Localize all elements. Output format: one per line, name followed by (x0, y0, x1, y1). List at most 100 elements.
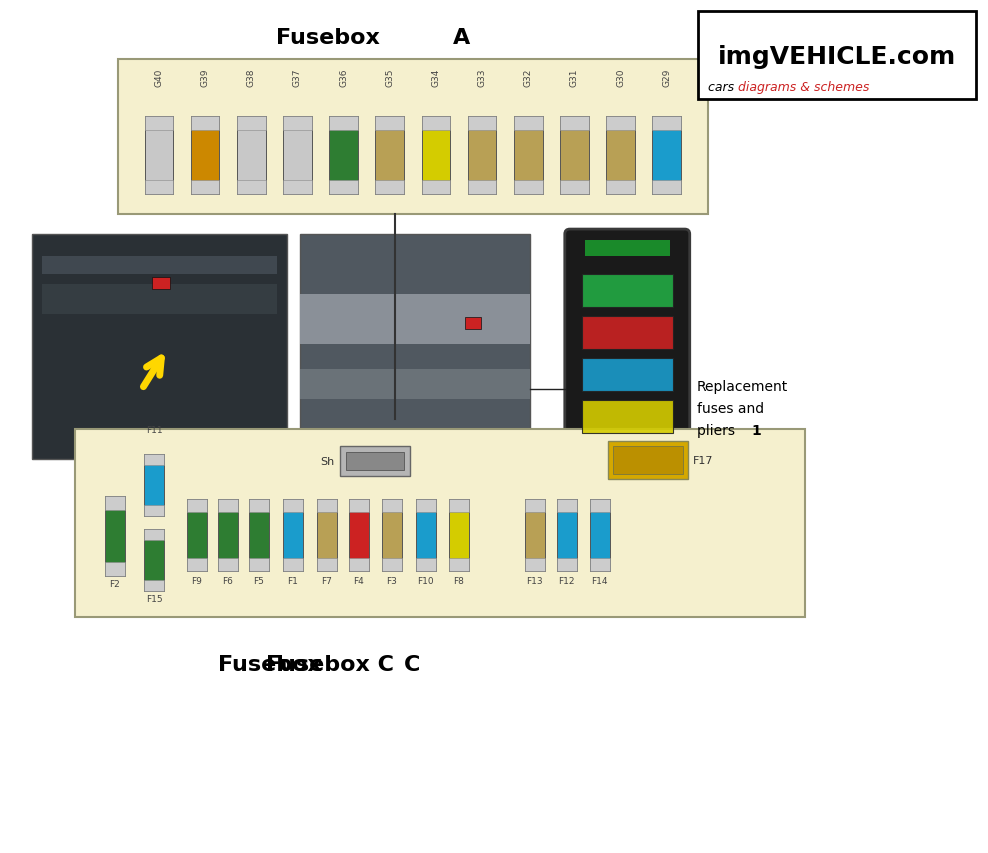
Bar (283, 559, 303, 572)
Bar (187, 499, 206, 572)
Text: Fusebox: Fusebox (218, 654, 330, 674)
Text: A: A (453, 28, 470, 48)
Bar (582, 358, 673, 392)
Bar (557, 499, 577, 513)
Bar (467, 117, 496, 131)
Text: F17: F17 (693, 456, 713, 466)
Text: G39: G39 (201, 68, 209, 86)
Bar (607, 117, 635, 131)
Text: G34: G34 (432, 68, 441, 86)
Bar (144, 530, 164, 541)
Bar (105, 562, 124, 577)
Bar (284, 117, 312, 131)
Bar (218, 499, 238, 572)
Bar (144, 505, 164, 516)
Bar (560, 117, 589, 131)
Bar (349, 499, 369, 572)
Text: G30: G30 (616, 68, 625, 86)
Bar (416, 559, 436, 572)
Text: F4: F4 (354, 577, 365, 585)
Bar (613, 446, 683, 474)
Bar (449, 499, 469, 572)
Bar (525, 499, 544, 572)
Bar (349, 499, 369, 513)
Text: F9: F9 (192, 577, 203, 585)
Bar (237, 181, 266, 195)
Text: cars: cars (707, 80, 738, 94)
Bar (249, 499, 269, 572)
Text: G31: G31 (570, 68, 579, 86)
Bar (105, 496, 124, 511)
Text: G36: G36 (339, 68, 348, 86)
Bar (422, 117, 451, 131)
Bar (118, 60, 707, 215)
Bar (317, 499, 337, 572)
Bar (187, 559, 206, 572)
Bar (449, 559, 469, 572)
Bar (375, 117, 404, 195)
Bar (284, 117, 312, 195)
Bar (449, 499, 469, 513)
Bar (329, 117, 358, 195)
Bar (464, 317, 481, 329)
Bar (652, 117, 681, 131)
Bar (560, 117, 589, 195)
Bar (41, 257, 277, 275)
Bar (608, 442, 688, 479)
Bar (349, 559, 369, 572)
Bar (284, 181, 312, 195)
Text: F10: F10 (418, 577, 434, 585)
Bar (75, 430, 804, 618)
Bar (340, 446, 410, 477)
Bar (346, 452, 404, 471)
Text: F7: F7 (321, 577, 332, 585)
Bar (590, 559, 610, 572)
Bar (375, 181, 404, 195)
Bar (422, 117, 451, 195)
Text: F13: F13 (527, 577, 543, 585)
Bar (144, 117, 173, 131)
Bar (514, 117, 542, 195)
Bar (144, 181, 173, 195)
Text: Sh: Sh (321, 456, 335, 467)
Bar (105, 496, 124, 577)
Bar (144, 530, 164, 591)
Text: F8: F8 (453, 577, 464, 585)
Bar (381, 499, 402, 572)
Bar (317, 559, 337, 572)
Bar (422, 181, 451, 195)
Bar (191, 117, 219, 131)
Text: G37: G37 (293, 68, 302, 86)
Text: 1: 1 (752, 423, 762, 438)
Bar (416, 499, 436, 572)
Bar (32, 235, 287, 460)
Bar (557, 559, 577, 572)
Text: G40: G40 (154, 68, 164, 86)
Bar (144, 580, 164, 591)
Bar (152, 278, 170, 290)
Text: G38: G38 (247, 68, 256, 86)
Bar (144, 455, 164, 516)
Text: G33: G33 (477, 68, 486, 86)
Text: imgVEHICLE.com: imgVEHICLE.com (717, 45, 955, 69)
Bar (607, 181, 635, 195)
Bar (191, 181, 219, 195)
Bar (144, 117, 173, 195)
Bar (582, 275, 673, 308)
Text: C: C (404, 654, 420, 674)
Bar (416, 499, 436, 513)
Bar (300, 369, 530, 399)
Bar (582, 401, 673, 433)
FancyBboxPatch shape (565, 229, 690, 455)
Text: F6: F6 (222, 577, 233, 585)
Text: G29: G29 (662, 68, 671, 86)
Text: fuses and: fuses and (697, 402, 764, 415)
Text: Fusebox: Fusebox (277, 28, 388, 48)
Bar (698, 12, 975, 100)
Bar (329, 117, 358, 131)
Text: F12: F12 (558, 577, 575, 585)
Bar (187, 499, 206, 513)
Bar (467, 117, 496, 195)
Bar (300, 235, 530, 450)
Bar (237, 117, 266, 131)
